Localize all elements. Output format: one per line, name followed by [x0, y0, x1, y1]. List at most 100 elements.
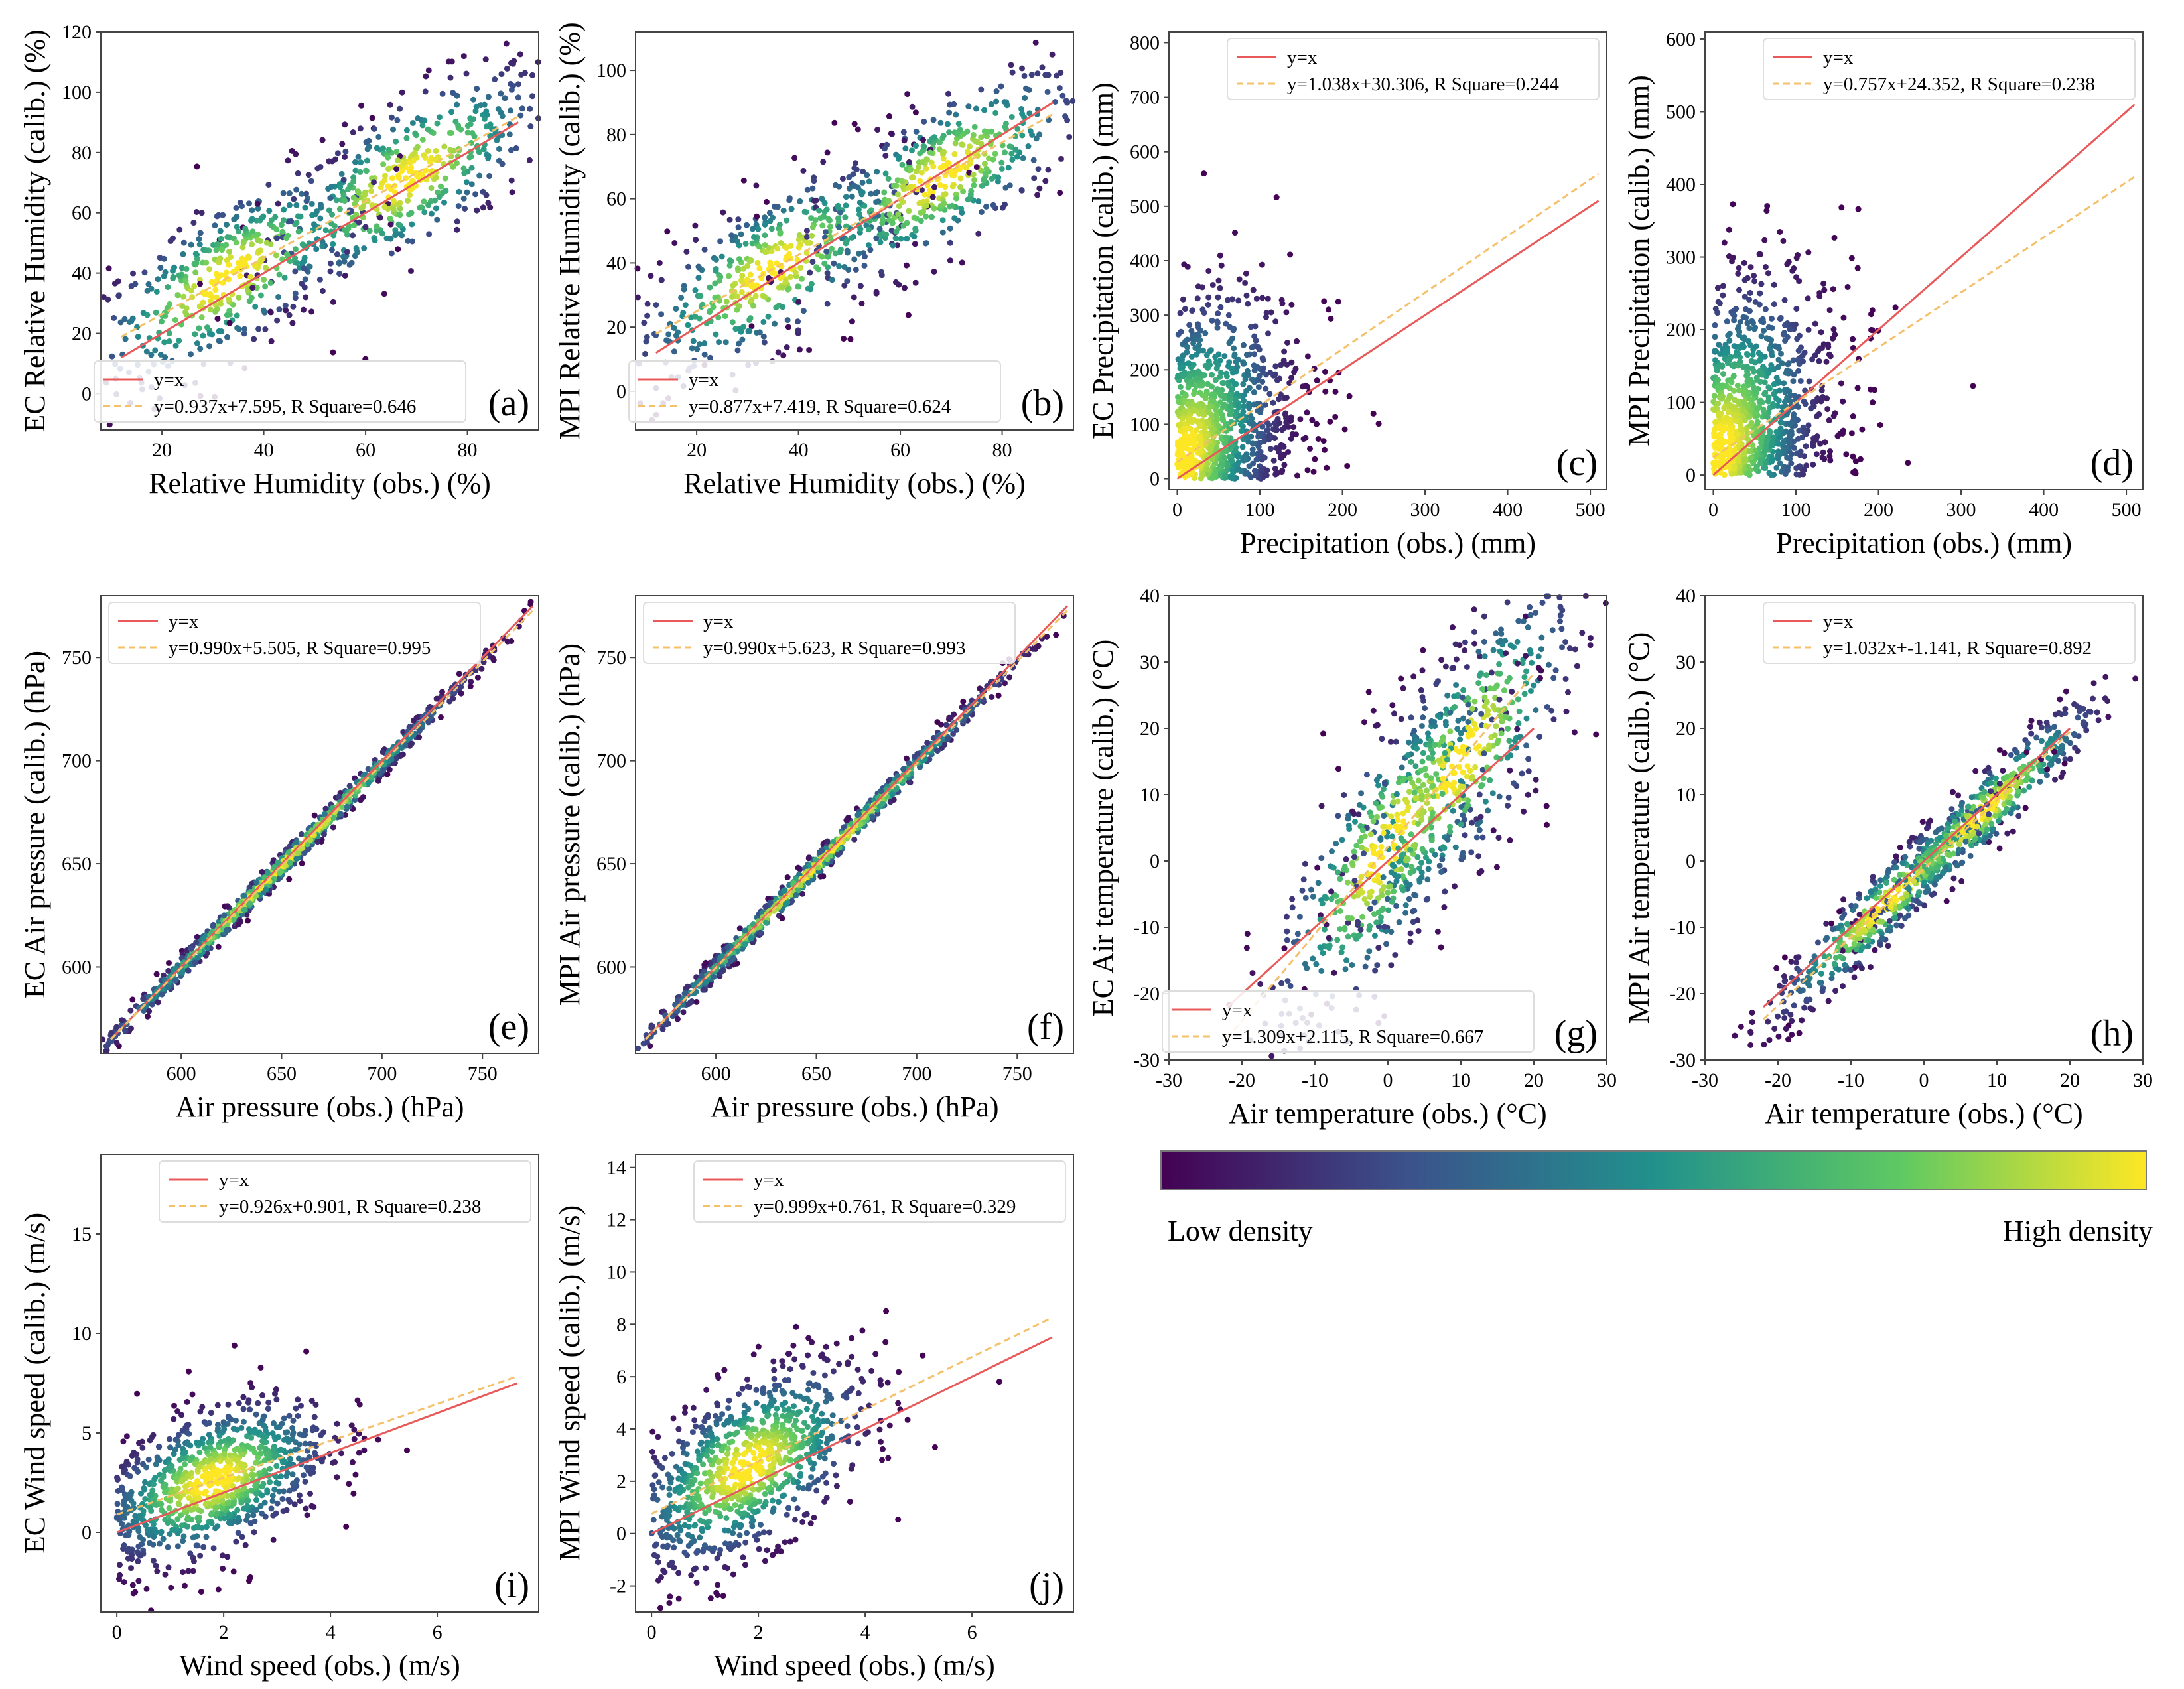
- scatter-point: [485, 153, 492, 159]
- scatter-point: [1735, 362, 1741, 369]
- scatter-point: [330, 349, 336, 356]
- scatter-point: [1825, 344, 1832, 350]
- scatter-point: [1241, 457, 1247, 464]
- scatter-point: [1753, 466, 1759, 472]
- scatter-point: [374, 145, 380, 151]
- scatter-point: [1249, 415, 1255, 422]
- scatter-point: [213, 271, 220, 277]
- scatter-point: [1713, 440, 1720, 446]
- scatter-point: [113, 1024, 120, 1030]
- scatter-point: [1026, 86, 1032, 93]
- scatter-point: [148, 352, 155, 358]
- scatter-point: [1790, 357, 1797, 364]
- scatter-point: [395, 246, 401, 253]
- scatter-point: [1771, 301, 1777, 308]
- scatter-point: [1284, 340, 1290, 346]
- scatter-point: [1773, 395, 1779, 402]
- scatter-point: [510, 60, 516, 67]
- scatter-point: [1725, 332, 1732, 339]
- scatter-point: [394, 201, 401, 208]
- scatter-point: [170, 275, 176, 281]
- scatter-point: [1012, 146, 1019, 153]
- scatter-point: [1822, 439, 1828, 446]
- scatter-point: [1036, 185, 1043, 192]
- legend-label-y-equals-x: y=x: [1287, 47, 1318, 68]
- scatter-point: [1716, 460, 1723, 466]
- scatter-point: [981, 107, 988, 113]
- line-y-equals-x: [1712, 103, 2136, 476]
- scatter-point: [990, 202, 996, 208]
- scatter-point: [827, 224, 833, 230]
- scatter-point: [149, 1001, 155, 1008]
- scatter-point: [1189, 307, 1195, 314]
- scatter-point: [433, 695, 440, 702]
- scatter-point: [105, 296, 111, 303]
- scatter-points: [1710, 201, 1976, 478]
- scatter-point: [1773, 464, 1780, 471]
- scatter-point: [476, 172, 483, 179]
- scatter-point: [387, 221, 394, 228]
- scatter-point: [690, 338, 697, 344]
- scatter-point: [927, 138, 933, 145]
- scatter-point: [1209, 475, 1215, 482]
- scatter-point: [722, 339, 729, 346]
- scatter-point: [353, 211, 360, 218]
- scatter-point: [145, 281, 152, 287]
- scatter-point: [329, 211, 335, 218]
- scatter-point: [1766, 428, 1773, 434]
- scatter-point: [912, 279, 919, 286]
- scatter-point: [403, 135, 410, 141]
- scatter-point: [1753, 452, 1760, 458]
- scatter-point: [868, 190, 874, 197]
- scatter-point: [989, 128, 995, 135]
- plot-frame: [635, 31, 1074, 431]
- scatter-point: [1259, 466, 1266, 472]
- y-tick-label: 300: [1130, 304, 1160, 326]
- scatter-point: [1014, 125, 1021, 132]
- scatter-point: [1251, 389, 1257, 395]
- scatter-point: [182, 278, 189, 285]
- scatter-point: [1190, 407, 1197, 413]
- scatter-point: [1784, 367, 1790, 373]
- scatter-point: [768, 226, 775, 232]
- scatter-point: [947, 101, 953, 108]
- scatter-point: [1857, 456, 1864, 462]
- scatter-point: [1204, 362, 1211, 369]
- scatter-point: [981, 160, 988, 167]
- scatter-point: [1243, 270, 1249, 277]
- scatter-point: [1064, 117, 1071, 123]
- scatter-point: [363, 167, 370, 174]
- scatter-point: [527, 598, 534, 605]
- scatter-point: [499, 161, 506, 167]
- scatter-point: [1720, 427, 1726, 433]
- scatter-point: [1324, 464, 1330, 471]
- scatter-point: [167, 301, 173, 307]
- scatter-point: [298, 831, 305, 837]
- scatter-point: [426, 231, 433, 237]
- scatter-point: [128, 283, 135, 289]
- scatter-point: [1905, 460, 1911, 466]
- scatter-point: [1263, 385, 1269, 392]
- y-tick-label: 100: [62, 82, 92, 103]
- panel-tag: (a): [488, 383, 529, 424]
- scatter-point: [180, 239, 187, 246]
- scatter-point: [1054, 72, 1060, 79]
- scatter-point: [989, 176, 995, 182]
- scatter-point: [350, 174, 357, 181]
- scatter-point: [356, 190, 362, 196]
- scatter-point: [1209, 372, 1215, 378]
- scatter-point: [1737, 319, 1743, 325]
- scatter-point: [1221, 454, 1228, 461]
- scatter-point: [1827, 353, 1834, 360]
- scatter-point: [1230, 327, 1237, 334]
- scatter-point: [1729, 362, 1736, 369]
- line-y-equals-x: [120, 121, 519, 359]
- scatter-point: [395, 157, 401, 164]
- scatter-point: [480, 204, 486, 211]
- scatter-point: [375, 777, 381, 784]
- legend-box: [628, 360, 1001, 423]
- scatter-point: [197, 346, 204, 352]
- scatter-point: [1205, 294, 1212, 301]
- scatter-point: [796, 232, 803, 238]
- scatter-point: [837, 246, 844, 253]
